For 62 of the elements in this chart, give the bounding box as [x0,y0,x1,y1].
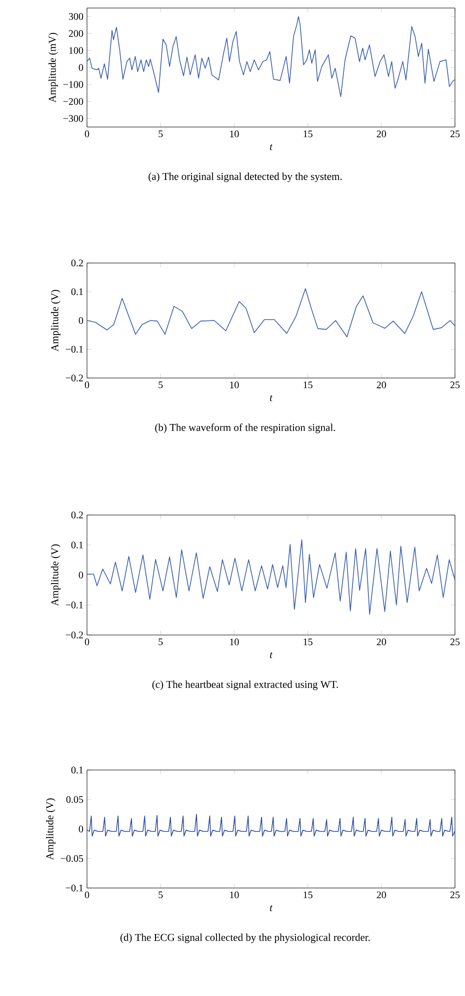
x-axis-title: t [270,395,273,402]
y-tick-label: 0 [78,572,84,578]
x-tick-label: 15 [304,130,312,138]
line-series [87,814,455,836]
y-tick-label: −0.1 [66,602,83,608]
x-tick-label: 0 [84,638,90,646]
x-tick-label: 10 [230,130,239,138]
y-axis-title: Amplitude (V) [50,544,60,606]
y-tick-label: −0.1 [66,884,83,892]
y-tick-label: 0 [78,826,84,832]
text: (d) The ECG signal collected by the physiological recorder. [120,934,370,944]
x-tick-label: 25 [450,892,460,898]
y-tick-label: 300 [68,13,84,20]
x-tick-label: 5 [158,130,163,138]
y-tick-label: 0.2 [71,512,83,518]
y-axis-title: Amplitude (V) [50,290,60,352]
y-tick-label: 0.1 [71,766,83,774]
x-tick-label: 10 [230,638,239,646]
y-axis-title: Amplitude (V) [46,798,56,860]
y-tick-label: −0.2 [66,374,83,382]
x-tick-label: 10 [230,382,239,388]
y-tick-label: −0.2 [66,632,83,638]
x-tick-label: 25 [450,130,460,138]
x-tick-label: 25 [450,638,460,646]
x-tick-label: 5 [158,382,163,388]
y-tick-label: 0 [78,317,84,324]
x-tick-label: 5 [158,892,163,898]
y-tick-label: −100 [63,81,84,88]
x-tick-label: 15 [304,638,312,646]
text: (b) The waveform of the respiration signal. [155,424,336,434]
x-tick-label: 5 [158,638,163,646]
x-axis-title: t [270,905,273,912]
y-tick-label: 0.1 [71,288,83,296]
x-tick-label: 0 [84,130,90,138]
y-tick-label: 0.05 [66,796,84,803]
y-axis-title: Amplitude (mV) [48,32,58,103]
y-tick-label: −300 [63,115,84,122]
y-tick-label: 200 [68,30,84,37]
x-axis-title: t [270,652,273,658]
x-tick-label: 20 [376,382,386,388]
y-tick-label: −0.1 [66,346,83,353]
x-tick-label: 15 [304,382,312,388]
x-tick-label: 0 [84,892,90,898]
text: (a) The original signal detected by the system. [148,172,342,182]
x-tick-label: 15 [304,892,312,898]
x-tick-label: 0 [84,382,90,388]
line-series [87,288,455,338]
y-tick-label: 0.2 [71,260,83,266]
x-tick-label: 20 [376,892,386,898]
x-tick-label: 20 [376,130,386,138]
x-tick-label: 10 [230,892,239,898]
x-tick-label: 20 [376,638,386,646]
text: (c) The heartbeat signal extracted using WT. [152,680,338,690]
line-series [87,539,455,615]
x-axis-title: t [270,144,273,150]
y-tick-label: −0.05 [60,855,84,862]
x-tick-label: 25 [450,382,460,388]
y-tick-label: 0.1 [71,542,83,548]
y-tick-label: −200 [63,98,84,105]
y-tick-label: 100 [69,47,84,54]
y-tick-label: 0 [78,64,84,71]
line-series [87,16,455,97]
